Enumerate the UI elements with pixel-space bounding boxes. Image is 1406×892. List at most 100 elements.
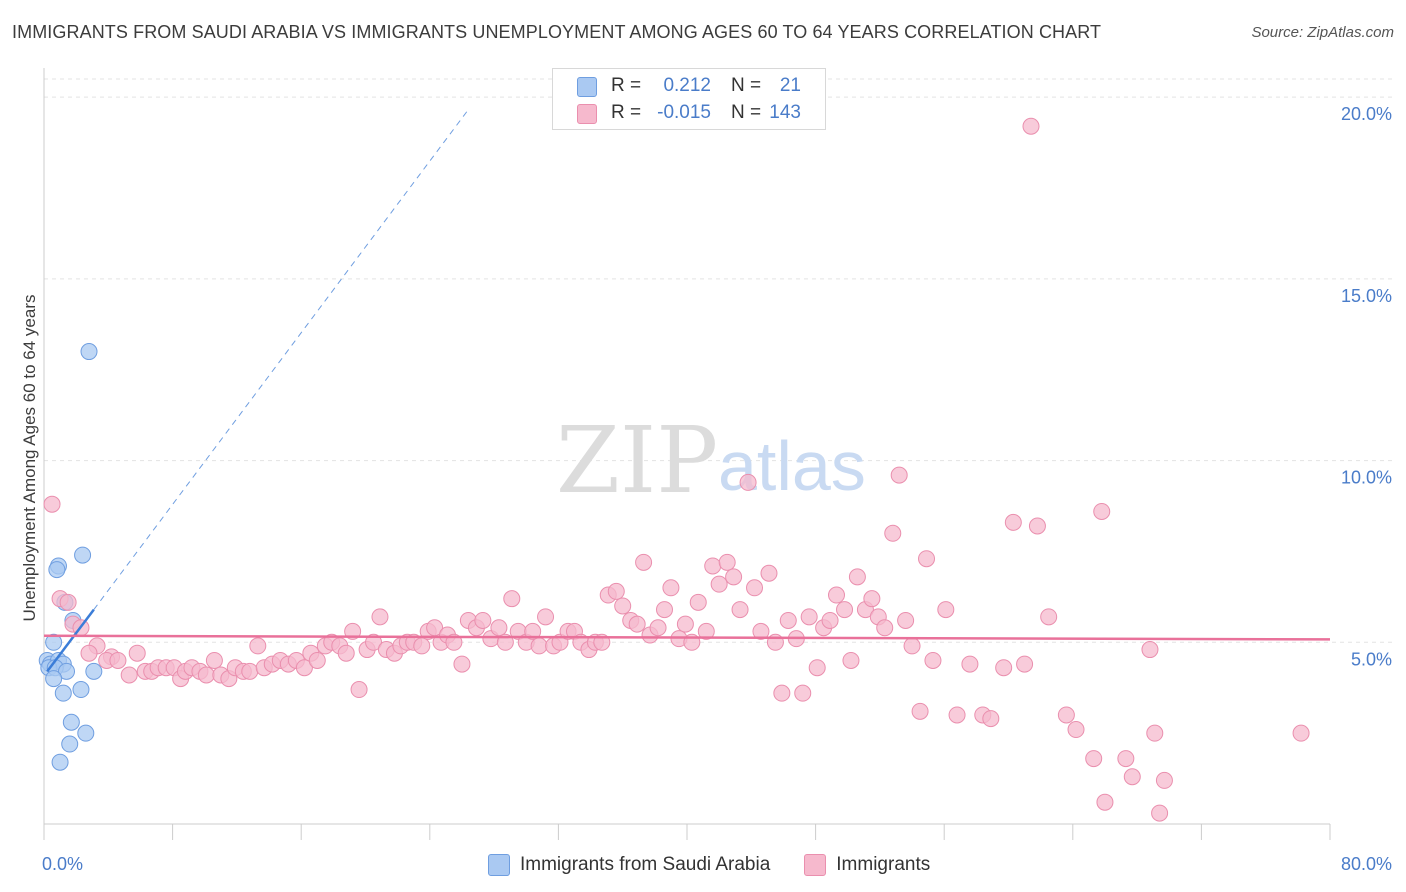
data-point [739,473,757,491]
data-point [725,568,743,586]
data-point [453,655,471,673]
data-point [524,622,542,640]
data-point [697,622,715,640]
n-label: N = [731,102,762,123]
r-label: R = [611,102,642,123]
trend-line-saudi-arabia [46,608,95,673]
data-point [779,611,797,629]
data-point [794,684,812,702]
data-point [628,615,646,633]
grid-lines [44,78,1392,643]
data-point [676,615,694,633]
n-value: 143 [769,102,801,123]
r-value: -0.015 [657,102,711,123]
data-point [62,713,80,731]
data-point [1123,768,1141,786]
data-point [1155,771,1173,789]
data-point [710,575,728,593]
n-value: 21 [779,75,801,96]
data-point [924,651,942,669]
data-point [948,706,966,724]
data-point [842,651,860,669]
data-point [1096,793,1114,811]
data-point [649,619,667,637]
data-point [884,524,902,542]
data-point [350,681,368,699]
y-axis-label: Unemployment Among Ages 60 to 64 years [20,294,39,622]
series-immigrants-from-saudi-arabia [38,343,103,771]
legend-item-immigrants[interactable]: Immigrants [804,854,930,876]
data-point [982,710,1000,728]
legend: Immigrants from Saudi Arabia Immigrants [488,852,964,878]
data-point [365,633,383,651]
r-label: R = [611,75,642,96]
data-point [59,593,77,611]
chart-title: IMMIGRANTS FROM SAUDI ARABIA VS IMMIGRAN… [12,22,1102,42]
y-tick-label: 20.0% [1341,104,1392,124]
data-point [1292,724,1310,742]
data-point [1085,750,1103,768]
x-tick-label-min: 0.0% [42,854,83,874]
data-point [1028,517,1046,535]
stats-row-saudi-arabia: R = 0.212 N = 21 [553,73,825,99]
y-tick-label: 10.0% [1341,468,1392,488]
data-point [249,637,267,655]
data-point [961,655,979,673]
x-tick-label-max: 80.0% [1341,854,1392,874]
data-point [205,651,223,669]
watermark-zip: ZIP [556,407,718,514]
data-point [241,662,259,680]
trend-line-immigrants [43,634,1331,641]
data-point [128,644,146,662]
data-point [1040,608,1058,626]
data-point [718,553,736,571]
data-point [760,564,778,582]
data-point [490,619,508,637]
trend-lines [43,111,1331,673]
data-point [1022,117,1040,135]
axes [43,68,1331,840]
data-point [704,557,722,575]
data-point [371,608,389,626]
data-point [45,670,63,688]
data-point [937,601,955,619]
data-point [1141,641,1159,659]
data-point [61,735,79,753]
data-point [43,495,61,513]
data-point [337,644,355,662]
data-point [903,637,921,655]
trend-extension-saudi-arabia [93,111,468,610]
data-point [1016,655,1034,673]
data-point [821,611,839,629]
data-point [897,611,915,629]
data-point [827,586,845,604]
data-point [80,343,98,361]
legend-swatch-saudi-arabia [488,854,510,876]
data-point [836,601,854,619]
watermark-atlas: atlas [718,427,866,505]
data-point [890,466,908,484]
data-point [1067,721,1085,739]
stats-row-immigrants: R = -0.015 N = 143 [553,100,825,126]
data-point [45,633,63,651]
legend-item-saudi-arabia[interactable]: Immigrants from Saudi Arabia [488,854,770,876]
data-point [1057,706,1075,724]
data-point [58,662,76,680]
data-point [503,590,521,608]
stats-swatch-saudi-arabia [577,77,597,97]
data-point [746,579,764,597]
data-point [911,702,929,720]
data-point [74,546,92,564]
data-point [689,593,707,611]
data-point [1117,750,1135,768]
y-tick-label: 15.0% [1341,286,1392,306]
n-label: N = [731,75,762,96]
data-point [662,579,680,597]
data-point [308,651,326,669]
data-point [295,659,313,677]
correlation-stats-box: R = 0.212 N = 21 R = -0.015 N = 143 [552,68,826,130]
data-point [614,597,632,615]
data-point [848,568,866,586]
data-point [474,611,492,629]
